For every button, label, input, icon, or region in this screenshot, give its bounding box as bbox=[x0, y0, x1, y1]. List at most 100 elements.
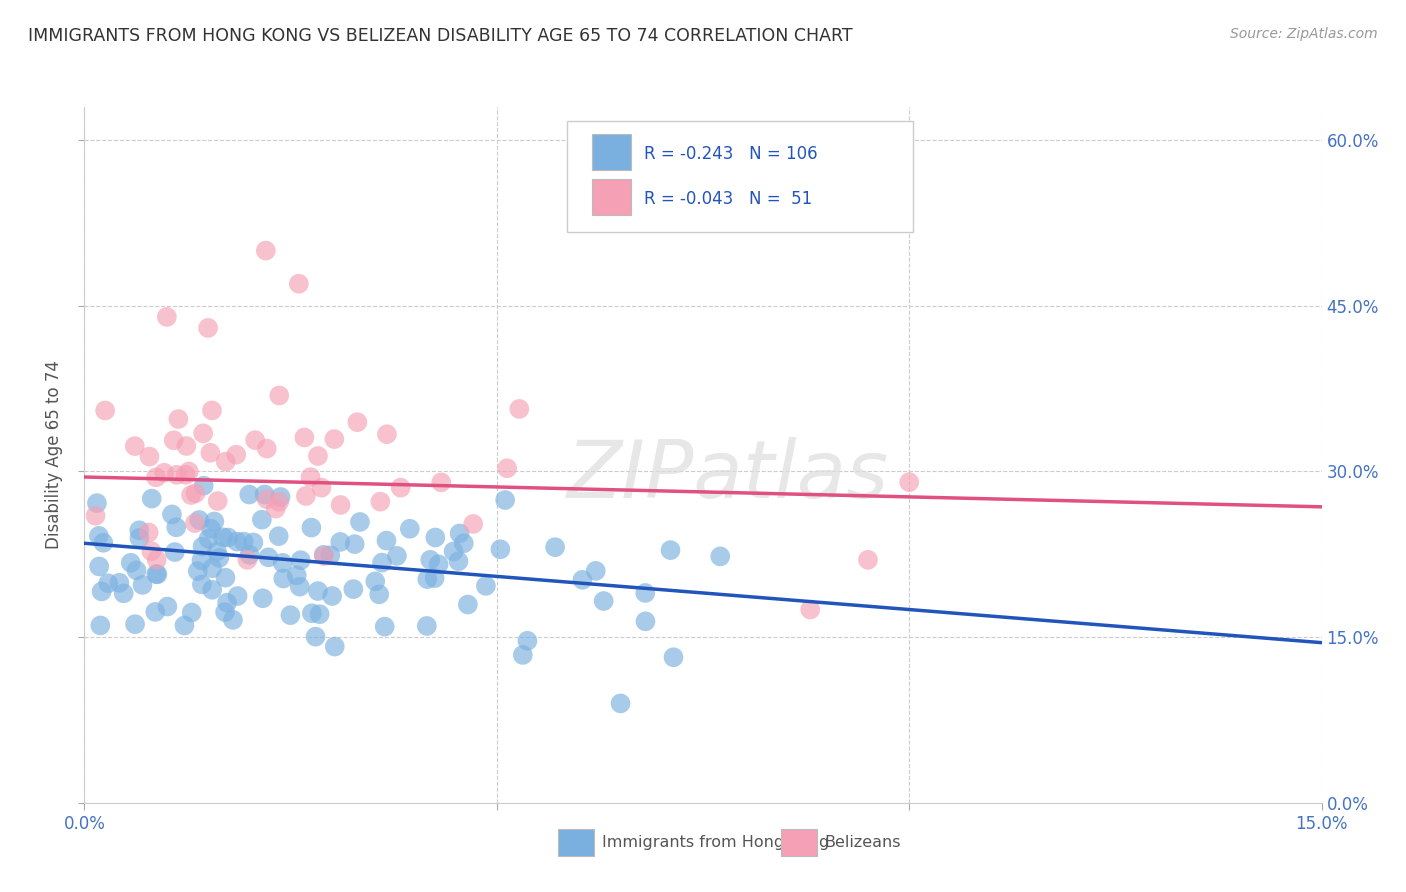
Point bbox=[271, 556, 294, 570]
Point bbox=[659, 543, 682, 558]
Point bbox=[512, 648, 534, 662]
Text: R = -0.043   N =  51: R = -0.043 N = 51 bbox=[644, 190, 811, 208]
Point bbox=[271, 572, 294, 586]
Point bbox=[201, 582, 224, 597]
Point bbox=[215, 455, 238, 469]
Point bbox=[201, 561, 224, 575]
Point bbox=[329, 535, 352, 549]
Point bbox=[200, 522, 222, 536]
Point bbox=[253, 487, 276, 501]
Point bbox=[163, 545, 186, 559]
Point bbox=[143, 605, 166, 619]
Point bbox=[398, 522, 420, 536]
Point bbox=[634, 586, 657, 600]
Point bbox=[449, 526, 471, 541]
Point bbox=[141, 491, 163, 506]
Point bbox=[371, 556, 394, 570]
Point bbox=[256, 442, 278, 456]
Point bbox=[124, 617, 146, 632]
Point bbox=[131, 578, 153, 592]
Point bbox=[252, 591, 274, 606]
Point bbox=[299, 520, 322, 534]
Point bbox=[427, 558, 450, 572]
Point bbox=[323, 640, 346, 654]
Point bbox=[508, 401, 530, 416]
Point bbox=[269, 388, 291, 402]
Point bbox=[346, 415, 368, 429]
Point bbox=[94, 403, 117, 417]
Point bbox=[430, 475, 453, 490]
Point bbox=[225, 448, 247, 462]
Point bbox=[257, 550, 280, 565]
Point bbox=[160, 508, 183, 522]
Point bbox=[516, 633, 538, 648]
Point bbox=[193, 426, 215, 441]
Point bbox=[214, 605, 236, 619]
Y-axis label: Disability Age 65 to 74: Disability Age 65 to 74 bbox=[45, 360, 63, 549]
Point bbox=[585, 564, 607, 578]
Point bbox=[609, 697, 631, 711]
Point bbox=[374, 619, 396, 633]
Point bbox=[285, 568, 308, 582]
Point bbox=[311, 481, 333, 495]
Point bbox=[250, 513, 273, 527]
Point bbox=[457, 598, 479, 612]
Point bbox=[385, 549, 408, 563]
Point bbox=[370, 494, 392, 508]
Point bbox=[269, 495, 291, 509]
Point bbox=[141, 544, 163, 558]
Point bbox=[138, 525, 160, 540]
Point bbox=[197, 532, 219, 546]
Point bbox=[368, 587, 391, 601]
Point bbox=[475, 579, 498, 593]
Point bbox=[156, 310, 179, 324]
Point bbox=[343, 537, 366, 551]
Point bbox=[463, 516, 485, 531]
Point bbox=[299, 470, 322, 484]
Point bbox=[180, 606, 202, 620]
Point bbox=[288, 277, 311, 291]
Point bbox=[163, 434, 186, 448]
Point bbox=[544, 540, 567, 554]
Point bbox=[86, 496, 108, 510]
Point bbox=[301, 606, 323, 620]
Text: IMMIGRANTS FROM HONG KONG VS BELIZEAN DISABILITY AGE 65 TO 74 CORRELATION CHART: IMMIGRANTS FROM HONG KONG VS BELIZEAN DI… bbox=[28, 27, 853, 45]
Point bbox=[329, 498, 352, 512]
Point bbox=[222, 613, 245, 627]
Point bbox=[89, 559, 111, 574]
Point bbox=[416, 619, 439, 633]
Point bbox=[290, 553, 312, 567]
Point bbox=[242, 535, 264, 549]
Point bbox=[167, 412, 190, 426]
Point bbox=[128, 531, 150, 545]
Point bbox=[898, 475, 921, 490]
Point bbox=[112, 586, 135, 600]
Point bbox=[180, 488, 202, 502]
Point bbox=[156, 599, 179, 614]
Point bbox=[191, 540, 214, 554]
Point bbox=[174, 467, 197, 482]
Text: Belizeans: Belizeans bbox=[824, 835, 901, 850]
Point bbox=[91, 535, 114, 549]
Point bbox=[128, 524, 150, 538]
Point bbox=[238, 487, 260, 501]
Point bbox=[571, 573, 593, 587]
Point bbox=[215, 596, 238, 610]
Point bbox=[145, 566, 167, 581]
Point bbox=[212, 530, 235, 544]
Point bbox=[145, 553, 167, 567]
FancyBboxPatch shape bbox=[567, 121, 914, 232]
Point bbox=[243, 433, 266, 447]
Point bbox=[308, 607, 330, 622]
Point bbox=[108, 575, 131, 590]
Point bbox=[184, 486, 207, 500]
Point bbox=[226, 589, 249, 603]
Point bbox=[416, 572, 439, 586]
Point bbox=[856, 553, 879, 567]
Point bbox=[280, 608, 302, 623]
Point bbox=[321, 589, 343, 603]
Point bbox=[323, 432, 346, 446]
Point bbox=[184, 516, 207, 530]
Point bbox=[173, 618, 195, 632]
Point bbox=[389, 481, 412, 495]
